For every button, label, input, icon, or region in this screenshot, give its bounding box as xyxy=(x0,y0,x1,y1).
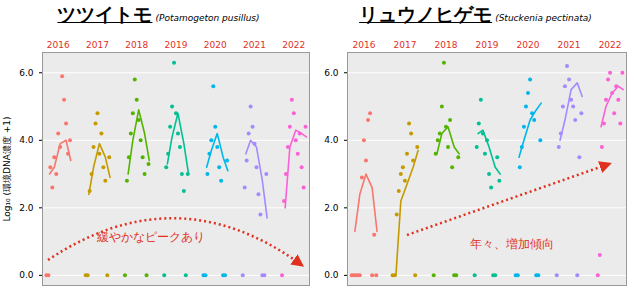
svg-text:0.0: 0.0 xyxy=(19,270,34,280)
svg-text:2018: 2018 xyxy=(125,40,148,50)
html-text:ツツイトモ: ツツイトモ xyxy=(57,3,153,25)
svg-text:6.0: 6.0 xyxy=(19,68,34,78)
svg-text:2016: 2016 xyxy=(352,40,375,50)
svg-text:2019: 2019 xyxy=(476,40,499,50)
svg-text:2021: 2021 xyxy=(243,40,266,50)
svg-text:2017: 2017 xyxy=(86,40,109,50)
svg-text:年々、増加傾向: 年々、増加傾向 xyxy=(470,237,554,251)
html-text:(Potamogeton pusillus): (Potamogeton pusillus) xyxy=(155,13,260,23)
svg-text:Log₁₀ (環境DNA濃度 +1): Log₁₀ (環境DNA濃度 +1) xyxy=(2,116,12,221)
svg-text:2017: 2017 xyxy=(393,40,416,50)
svg-text:6.0: 6.0 xyxy=(324,68,339,78)
svg-text:2020: 2020 xyxy=(204,40,227,50)
svg-text:4.0: 4.0 xyxy=(19,135,34,145)
svg-text:2021: 2021 xyxy=(558,40,581,50)
html-text:リュウノヒゲモ: リュウノヒゲモ xyxy=(359,3,493,25)
svg-text:4.0: 4.0 xyxy=(324,135,339,145)
svg-text:2022: 2022 xyxy=(282,40,305,50)
svg-text:2016: 2016 xyxy=(47,40,70,50)
html-text:(Stuckenia pectinata): (Stuckenia pectinata) xyxy=(495,13,592,23)
svg-text:2019: 2019 xyxy=(165,40,188,50)
svg-text:2.0: 2.0 xyxy=(19,203,34,213)
svg-text:2020: 2020 xyxy=(517,40,540,50)
svg-text:2022: 2022 xyxy=(599,40,622,50)
svg-text:2018: 2018 xyxy=(435,40,458,50)
svg-text:2.0: 2.0 xyxy=(324,203,339,213)
svg-text:緩やかなピークあり: 緩やかなピークあり xyxy=(96,230,205,244)
svg-text:0.0: 0.0 xyxy=(324,270,339,280)
